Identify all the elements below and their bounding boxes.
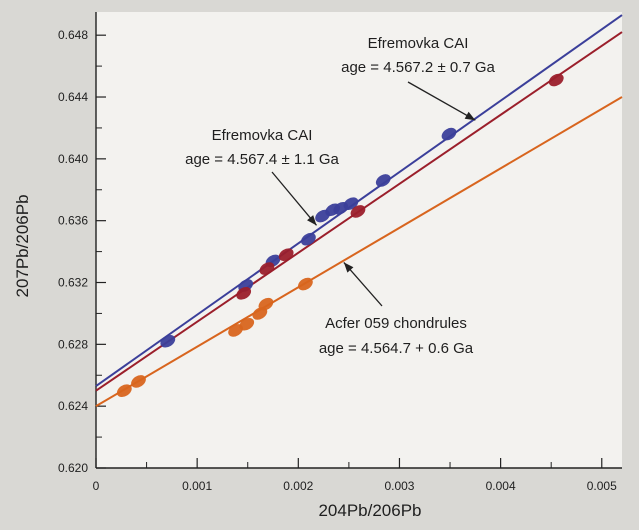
x-tick-label: 0.001 (182, 479, 212, 493)
x-tick-label: 0.004 (486, 479, 516, 493)
orange-data-point (228, 324, 243, 337)
y-tick-label: 0.632 (58, 276, 88, 290)
x-axis-label: 204Pb/206Pb (318, 501, 421, 520)
annotation-arrowhead (343, 262, 354, 273)
annotation-title: Efremovka CAI (368, 35, 469, 52)
y-axis-label: 207Pb/206Pb (13, 194, 32, 297)
annotation-arrowhead (307, 215, 317, 226)
annotation-arrowhead (464, 111, 476, 121)
blue-data-point (160, 334, 176, 348)
data-points (116, 73, 564, 398)
y-tick-label: 0.620 (58, 461, 88, 475)
x-tick-label: 0.003 (384, 479, 414, 493)
annotation-title: Efremovka CAI (212, 127, 313, 144)
blue-isochron-line (95, 14, 623, 387)
x-tick-label: 0.002 (283, 479, 313, 493)
y-axis: 0.620 0.624 0.628 0.632 0.636 0.640 0.644 0.648 (58, 28, 106, 475)
y-tick-label: 0.648 (58, 28, 88, 42)
annotation-title: Acfer 059 chondrules (325, 315, 467, 332)
y-tick-label: 0.628 (58, 337, 88, 351)
orange-data-point (258, 297, 274, 311)
y-tick-label: 0.624 (58, 399, 88, 413)
y-tick-label: 0.640 (58, 152, 88, 166)
orange-data-point (116, 384, 132, 398)
orange-data-point (239, 317, 255, 331)
blue-data-point (343, 197, 359, 210)
orange-data-point (298, 277, 313, 291)
red-data-point (350, 205, 366, 218)
annotations: Efremovka CAI age = 4.567.2 ± 0.7 Ga Efrem… (185, 35, 495, 357)
red-data-point (548, 73, 564, 87)
plot-frame (95, 12, 622, 469)
x-tick-label: 0.005 (587, 479, 617, 493)
annotation-age: age = 4.567.4 ± 1.1 Ga (185, 151, 339, 168)
annotation-arrow (271, 171, 318, 226)
annotation-age: age = 4.567.2 ± 0.7 Ga (341, 59, 495, 76)
red-data-point (259, 262, 275, 275)
red-data-point (236, 287, 252, 300)
y-tick-label: 0.636 (58, 214, 88, 228)
blue-data-point (301, 232, 316, 246)
blue-data-point (375, 174, 391, 187)
plot-area (96, 12, 622, 468)
annotation-arrow (407, 81, 476, 121)
annotation-age: age = 4.564.7 + 0.6 Ga (319, 340, 474, 357)
x-tick-label: 0 (93, 479, 100, 493)
orange-data-point (131, 375, 146, 388)
orange-isochron-line (95, 96, 623, 408)
red-data-point (278, 248, 294, 261)
blue-data-point (441, 127, 457, 141)
x-axis: 0 0.001 0.002 0.003 0.004 0.005 (93, 458, 617, 493)
y-tick-label: 0.644 (58, 90, 88, 104)
